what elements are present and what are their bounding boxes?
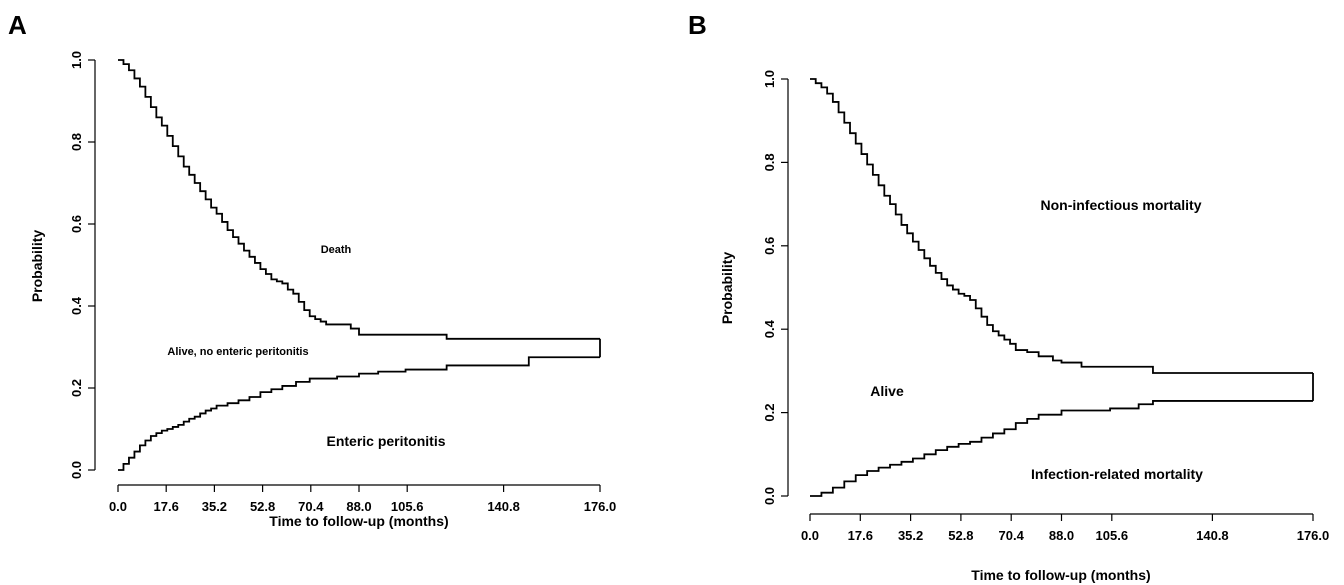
panel-b-y-tick-label: 0.0: [762, 487, 777, 505]
panel-b-x-tick-label: 176.0: [1297, 528, 1330, 543]
panel-b-x-tick-label: 105.6: [1096, 528, 1129, 543]
panel-a-y-tick-label: 0.0: [69, 461, 84, 479]
panel-a-x-tick-label: 35.2: [202, 499, 227, 514]
panel-a-y-tick-label: 0.6: [69, 215, 84, 233]
panel-a-y-axis-title: Probability: [29, 230, 45, 303]
panel-a-x-tick-label: 17.6: [154, 499, 179, 514]
panel-a-x-tick-label: 176.0: [584, 499, 617, 514]
panel-b-x-tick-label: 88.0: [1049, 528, 1074, 543]
annotation-enteric-peritonitis: Enteric peritonitis: [326, 433, 445, 449]
panel-b-y-tick-label: 0.8: [762, 153, 777, 171]
panel-a-y-tick-label: 0.8: [69, 133, 84, 151]
panel-b-y-tick-label: 1.0: [762, 70, 777, 88]
panel-b-x-tick-label: 35.2: [898, 528, 923, 543]
panel-b-x-tick-label: 0.0: [801, 528, 819, 543]
panel-b-y-axis-title: Probability: [719, 252, 735, 325]
panel-a-x-tick-label: 52.8: [250, 499, 275, 514]
panel-b-y-tick-label: 0.6: [762, 237, 777, 255]
panel-a-x-axis-title: Time to follow-up (months): [269, 513, 448, 529]
panel-b-x-axis-title: Time to follow-up (months): [971, 567, 1150, 583]
panel-b-x-tick-label: 52.8: [948, 528, 973, 543]
panel-a-x-tick-label: 88.0: [346, 499, 371, 514]
panel-a-x-tick-label: 105.6: [391, 499, 424, 514]
panel-b-upper-curve: [810, 78, 1313, 374]
panel-label-a: A: [8, 10, 27, 40]
panel-b-x-tick-label: 70.4: [999, 528, 1025, 543]
panel-b-y-tick-label: 0.2: [762, 404, 777, 422]
panel-label-b: B: [688, 10, 707, 40]
panel-a-x-tick-label: 0.0: [109, 499, 127, 514]
panel-a-y-tick-label: 1.0: [69, 51, 84, 69]
panel-a-y-tick-label: 0.2: [69, 379, 84, 397]
annotation-non-infectious-mortality: Non-infectious mortality: [1040, 197, 1201, 213]
panel-a-upper-curve: [118, 59, 600, 340]
panel-a-x-tick-label: 140.8: [487, 499, 520, 514]
annotation-alive-no-enteric-peritonitis: Alive, no enteric peritonitis: [167, 346, 308, 358]
panel-b-lower-curve: [810, 400, 1313, 497]
panel-b-y-tick-label: 0.4: [762, 319, 777, 338]
panel-a-lower-curve: [118, 356, 600, 471]
annotation-infection-related-mortality: Infection-related mortality: [1031, 466, 1203, 482]
annotation-alive: Alive: [870, 383, 904, 399]
panel-b-x-tick-label: 17.6: [848, 528, 873, 543]
annotation-death: Death: [321, 244, 352, 256]
panel-a-x-tick-label: 70.4: [298, 499, 324, 514]
panel-a-y-tick-label: 0.4: [69, 296, 84, 315]
panel-b-x-tick-label: 140.8: [1196, 528, 1229, 543]
